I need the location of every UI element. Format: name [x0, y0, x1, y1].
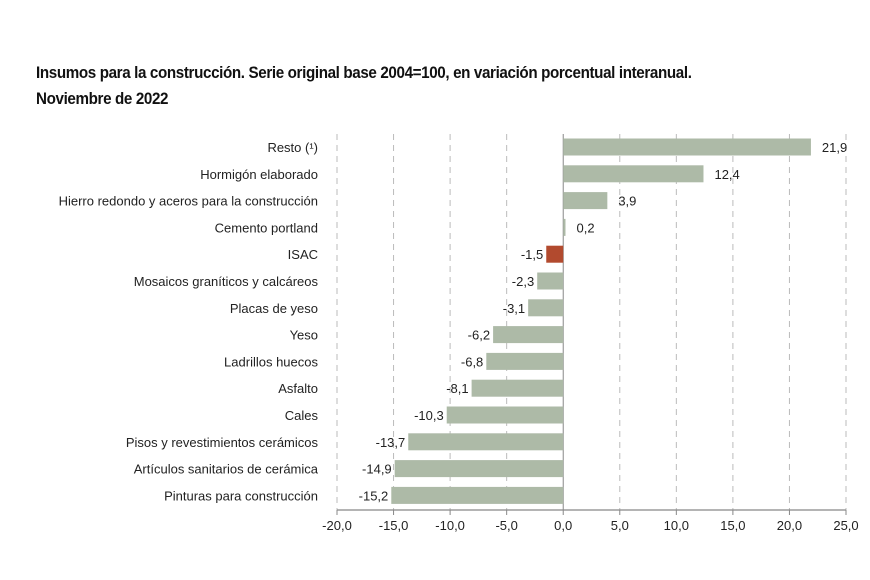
bar: [446, 406, 564, 424]
category-label: Mosaicos graníticos y calcáreos: [134, 274, 319, 289]
data-label: -13,7: [376, 435, 406, 450]
category-label: Hierro redondo y aceros para la construc…: [59, 194, 318, 209]
bar: [391, 486, 564, 504]
x-tick-label: 0,0: [554, 518, 572, 533]
bar: [563, 218, 566, 236]
x-tick-label: -10,0: [435, 518, 465, 533]
bar: [546, 245, 564, 263]
category-label: Yeso: [290, 328, 318, 343]
bar: [563, 165, 704, 183]
category-label: ISAC: [288, 247, 318, 262]
data-label: 3,9: [618, 194, 636, 209]
category-label: Hormigón elaborado: [200, 167, 318, 182]
bar: [394, 460, 564, 478]
data-label: -10,3: [414, 408, 444, 423]
category-label: Artículos sanitarios de cerámica: [134, 462, 319, 477]
category-label: Asfalto: [278, 381, 318, 396]
bar: [563, 138, 811, 156]
data-label: -6,2: [468, 328, 490, 343]
data-label: -6,8: [461, 354, 483, 369]
data-label: -1,5: [521, 247, 543, 262]
bar: [486, 352, 564, 370]
category-label: Pinturas para construcción: [164, 488, 318, 503]
category-label: Pisos y revestimientos cerámicos: [126, 435, 319, 450]
chart-subtitle: Noviembre de 2022: [36, 90, 169, 108]
data-label: 21,9: [822, 140, 847, 155]
category-label: Resto (¹): [267, 140, 318, 155]
data-label: -14,9: [362, 462, 392, 477]
category-label: Cales: [285, 408, 319, 423]
x-tick-label: -15,0: [379, 518, 409, 533]
x-tick-label: 25,0: [833, 518, 858, 533]
data-label: 12,4: [714, 167, 739, 182]
x-tick-label: 15,0: [720, 518, 745, 533]
chart-title: Insumos para la construcción. Serie orig…: [36, 64, 692, 82]
bar: [537, 272, 564, 290]
x-tick-label: 20,0: [777, 518, 802, 533]
x-tick-label: -20,0: [322, 518, 352, 533]
data-label: -15,2: [359, 488, 389, 503]
category-label: Cemento portland: [215, 220, 318, 235]
data-label: 0,2: [576, 220, 594, 235]
bar: [563, 192, 608, 210]
category-label: Ladrillos huecos: [224, 354, 318, 369]
x-tick-label: -5,0: [495, 518, 517, 533]
category-label: Placas de yeso: [230, 301, 318, 316]
bar: [493, 326, 564, 344]
data-label: -8,1: [446, 381, 468, 396]
x-tick-label: 5,0: [611, 518, 629, 533]
data-label: -2,3: [512, 274, 534, 289]
bar: [471, 379, 564, 397]
data-label: -3,1: [503, 301, 525, 316]
bar: [528, 299, 564, 317]
bar: [408, 433, 564, 451]
x-tick-label: 10,0: [664, 518, 689, 533]
